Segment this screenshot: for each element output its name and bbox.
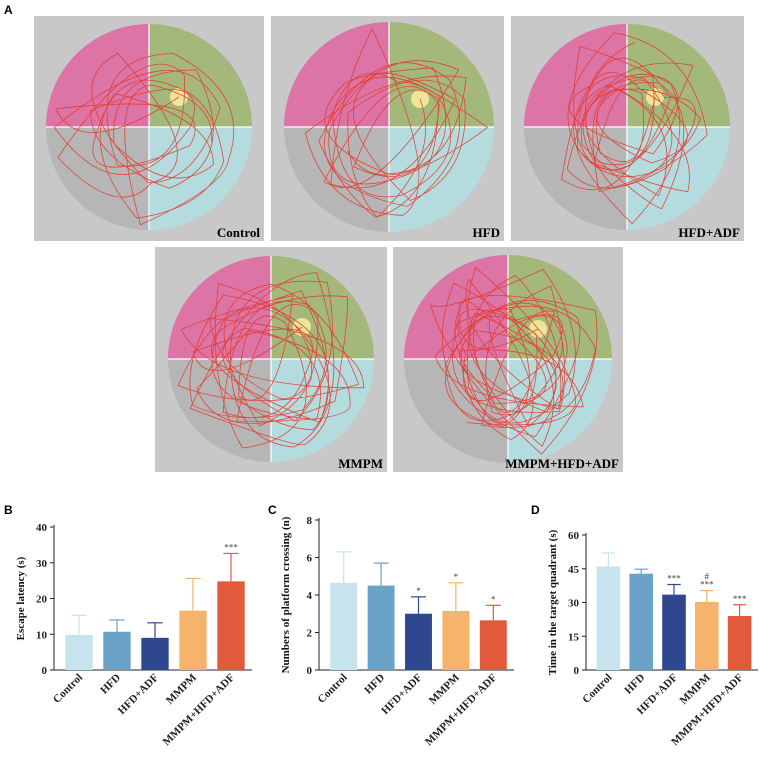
maze-panel-mmpm: MMPM [155,247,387,472]
x-tick-label: HFD+ADF [116,671,162,717]
maze-label: HFD+ADF [678,225,740,240]
x-tick-label: Control [316,672,350,706]
y-axis-label: Escape latency (s) [15,556,27,640]
x-tick-label: MMPM+HFD+ADF [423,671,500,748]
panel-label-a: A [4,3,13,17]
maze-panel-hfd-adf: HFD+ADF [511,16,744,241]
x-tick-label: MMPM [164,671,200,707]
y-axis-label: Numbers of platform crossing (n) [280,516,292,673]
swim-path [304,27,489,218]
y-axis-label: Time in the target quadrant (s) [547,529,559,675]
panel-label-c: C [268,503,277,517]
significance-marker: # [705,572,710,582]
bar-hfd [367,585,395,670]
bar-control [65,634,93,670]
significance-marker: *** [667,574,681,584]
x-tick-label: Control [51,672,85,706]
y-tick-label: 30 [568,598,580,610]
significance-marker: *** [733,594,747,604]
significance-marker: * [416,586,421,596]
bar-mmpm [179,610,207,670]
y-tick-label: 4 [307,590,313,602]
y-tick-label: 0 [307,665,313,677]
y-tick-label: 6 [307,553,313,565]
bar-hfd-adf [141,637,169,670]
y-tick-label: 40 [36,522,48,534]
x-tick-label: HFD [362,672,387,697]
bar-control [330,582,358,670]
bar-hfd-adf [662,594,686,670]
bar-mmpm-hfd-adf [727,616,752,670]
y-tick-label: 10 [36,629,48,641]
y-tick-label: 2 [307,628,313,640]
bar-mmpm [694,601,719,670]
swim-trajectory [53,52,235,226]
y-tick-label: 15 [568,631,580,643]
maze-label: MMPM+HFD+ADF [505,456,619,471]
y-tick-label: 0 [574,665,580,677]
x-tick-label: Control [580,672,614,706]
x-tick-label: MMPM [427,671,463,707]
maze-label: MMPM [338,456,383,471]
panel-label-d: D [531,503,540,517]
swim-trajectory [561,32,708,225]
chart-target-quadrant-time: 0 15 30 45 60 Time in the target quadrant (s)… [547,529,758,748]
y-tick-label: 30 [36,558,48,570]
bar-hfd-adf [405,613,432,670]
maze-quadrants [404,255,612,463]
bar-mmpm-hfd-adf [479,620,507,670]
maze-quadrants [46,24,252,230]
bar-mmpm-hfd-adf [217,581,245,670]
swim-path [430,266,598,455]
bar-mmpm [442,610,470,670]
maze-quadrants [524,24,730,230]
swim-path [561,32,708,225]
maze-panel-mmpm-hfd-adf: MMPM+HFD+ADF [393,247,623,472]
swim-path [177,272,365,449]
swim-trajectory [304,27,489,218]
bar-hfd [629,573,654,670]
maze-panel-control: Control [34,16,264,241]
y-tick-label: 45 [568,564,580,576]
maze-quadrants [284,22,494,232]
bar-control [596,566,621,670]
x-tick-label: HFD+ADF [379,671,425,717]
significance-marker: * [454,572,459,582]
significance-marker: *** [700,580,714,590]
y-tick-label: 60 [568,530,580,542]
maze-label: HFD [473,225,500,240]
x-tick-label: HFD [98,672,123,697]
chart-platform-crossing: 0 2 4 6 8 Numbers of platform crossing (n) Con… [280,515,514,748]
bar-hfd [103,631,131,670]
panel-label-b: B [4,503,13,517]
x-tick-label: MMPM+HFD+ADF [161,671,238,748]
y-tick-label: 8 [307,515,313,527]
significance-marker: *** [224,542,238,552]
y-tick-label: 0 [42,665,48,677]
chart-escape-latency: 0 10 20 30 40 Escape latency (s) Control HFDHFD… [15,522,252,748]
swim-trajectory [430,266,598,455]
swim-path [53,52,235,226]
significance-marker: * [491,594,496,604]
x-tick-label: HFD [622,672,647,697]
y-tick-label: 20 [36,594,48,606]
maze-panel-hfd: HFD [271,16,504,241]
swim-trajectory [177,272,365,449]
maze-label: Control [217,225,260,240]
